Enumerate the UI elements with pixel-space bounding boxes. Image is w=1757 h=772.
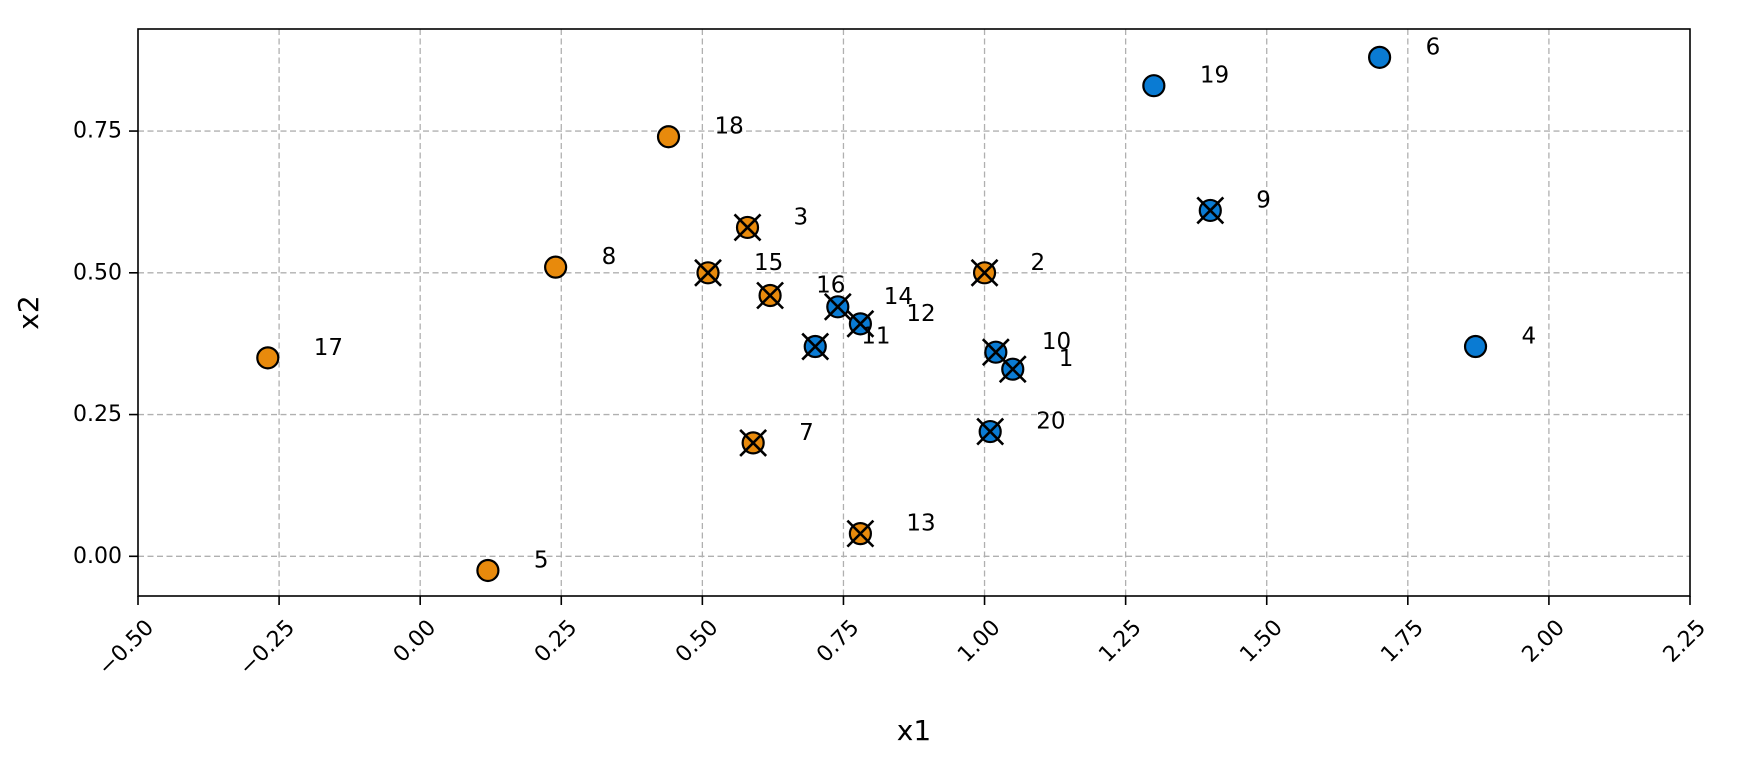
- point-8: [544, 255, 568, 279]
- point-8-label: 8: [602, 244, 617, 270]
- y-axis-ticks: 0.00 0.25 0.50 0.75: [73, 119, 138, 569]
- point-5-label: 5: [534, 547, 549, 573]
- plot-frame: [137, 28, 1691, 597]
- point-18: [656, 125, 681, 149]
- point-18-label: 18: [715, 114, 744, 140]
- y-tick-label: 0.25: [73, 402, 122, 427]
- point-20-label: 20: [1036, 409, 1065, 435]
- y-tick-label: 0.75: [73, 119, 122, 144]
- point-13-x-marker: [846, 519, 875, 548]
- point-17: [256, 346, 280, 370]
- point-12-label: 12: [906, 301, 935, 327]
- point-7-label: 7: [799, 420, 814, 446]
- point-14-label: 14: [884, 284, 913, 310]
- point-6: [1367, 45, 1392, 69]
- point-10-label: 10: [1042, 329, 1071, 355]
- point-12-x-marker: [846, 309, 875, 338]
- grid-lines: [138, 29, 1690, 596]
- point-13-label: 13: [906, 511, 935, 537]
- point-3-x-marker: [733, 213, 762, 242]
- point-11-label: 11: [861, 324, 890, 350]
- y-axis-label: x2: [12, 295, 45, 329]
- point-9-x-marker: [1196, 196, 1225, 225]
- point-19: [1142, 74, 1166, 98]
- point-9-label: 9: [1256, 187, 1271, 213]
- point-5: [476, 558, 500, 583]
- point-3-label: 3: [794, 204, 809, 230]
- point-15-label: 15: [754, 250, 783, 276]
- point-2-label: 2: [1031, 250, 1046, 276]
- point-2-x-marker: [970, 258, 999, 287]
- point-19-label: 19: [1200, 63, 1229, 89]
- point-11-x-marker: [801, 332, 830, 361]
- point-10-x-marker: [981, 338, 1010, 367]
- y-tick-label: 0.50: [73, 260, 122, 285]
- data-points: [256, 45, 1488, 583]
- point-20-x-marker: [976, 417, 1005, 446]
- point-16-label: 16: [816, 272, 845, 298]
- x-axis-label: x1: [897, 714, 931, 747]
- point-7-x-marker: [739, 428, 768, 457]
- point-1-label: 1: [1059, 346, 1074, 372]
- point-6-label: 6: [1426, 34, 1441, 60]
- point-1-x-marker: [998, 355, 1027, 384]
- y-tick-label: 0.00: [73, 544, 122, 569]
- point-16-x-marker: [756, 281, 785, 310]
- point-14-x-marker: [823, 292, 852, 321]
- point-17-label: 17: [314, 335, 343, 361]
- point-4: [1463, 334, 1488, 359]
- point-4-label: 4: [1522, 324, 1537, 350]
- point-15-x-marker: [694, 258, 722, 287]
